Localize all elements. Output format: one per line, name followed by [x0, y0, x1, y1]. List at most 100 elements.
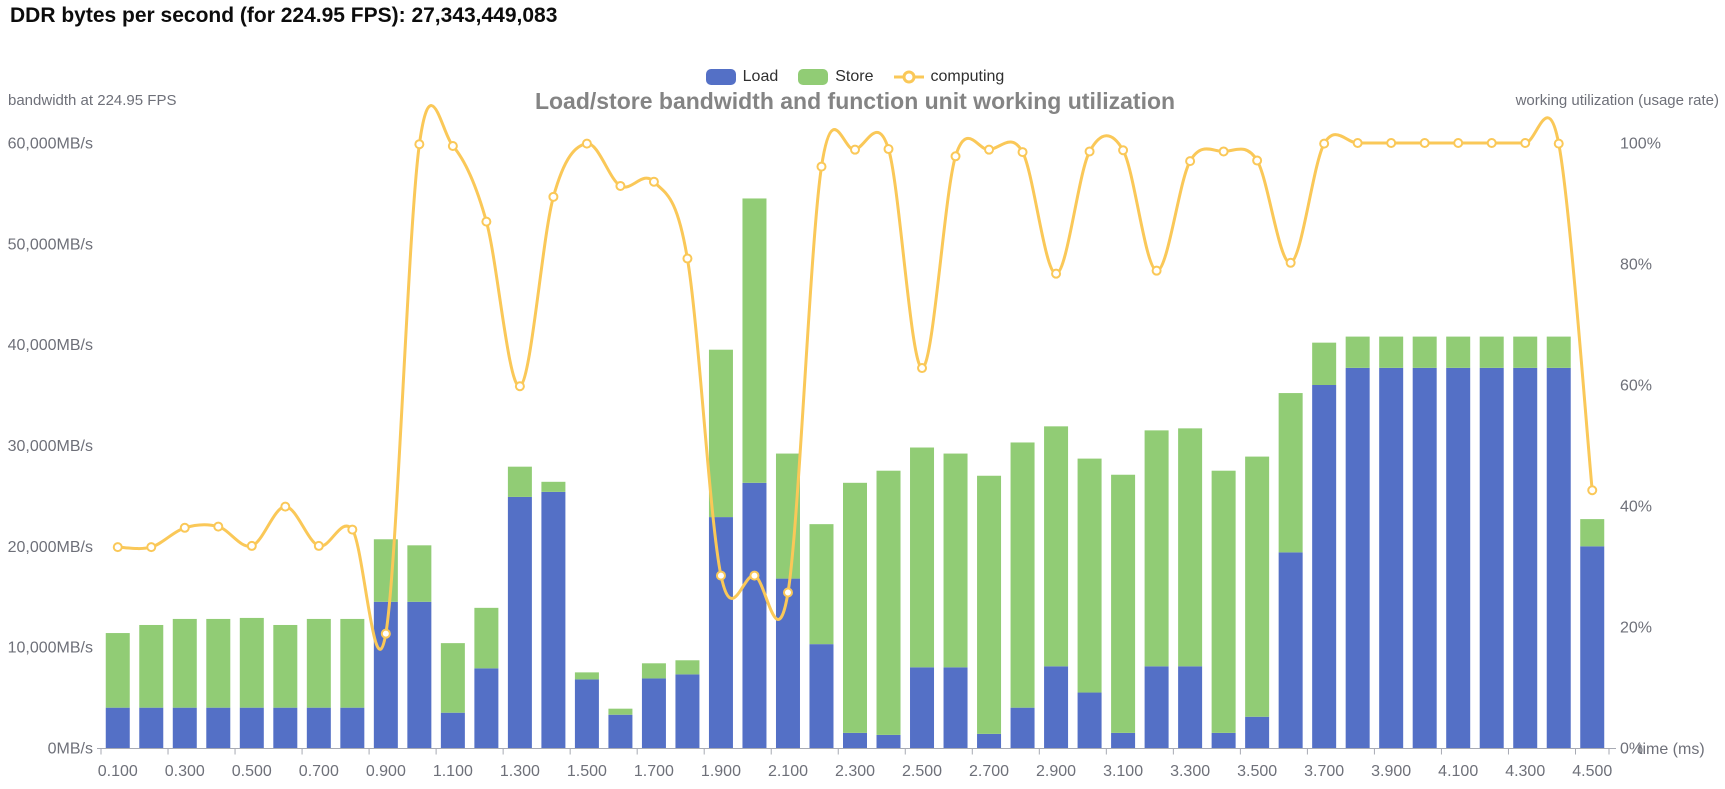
load-bar[interactable]: [1178, 666, 1203, 748]
store-bar[interactable]: [641, 663, 666, 679]
computing-point-marker[interactable]: [414, 139, 425, 150]
load-bar[interactable]: [775, 578, 800, 748]
computing-line[interactable]: [116, 104, 1594, 651]
computing-point-marker[interactable]: [1453, 138, 1464, 148]
load-bar[interactable]: [273, 707, 298, 748]
store-bar[interactable]: [1044, 426, 1069, 667]
computing-point-marker[interactable]: [1252, 155, 1263, 166]
computing-point-marker[interactable]: [548, 191, 559, 202]
store-bar[interactable]: [809, 524, 834, 645]
load-bar[interactable]: [574, 679, 599, 748]
legend-item-load[interactable]: Load: [705, 68, 778, 86]
legend-item-store[interactable]: Store: [798, 68, 874, 86]
load-bar[interactable]: [541, 491, 566, 748]
computing-point-marker[interactable]: [280, 501, 291, 512]
computing-point-marker[interactable]: [1319, 138, 1330, 149]
store-bar[interactable]: [1513, 336, 1538, 368]
computing-point-marker[interactable]: [246, 540, 257, 551]
load-bar[interactable]: [608, 714, 633, 748]
computing-point-marker[interactable]: [1520, 138, 1531, 148]
store-bar[interactable]: [1379, 336, 1404, 368]
computing-point-marker[interactable]: [1419, 138, 1430, 148]
computing-point-marker[interactable]: [112, 542, 123, 553]
store-bar[interactable]: [675, 660, 700, 675]
computing-point-marker[interactable]: [213, 521, 224, 532]
store-bar[interactable]: [1077, 458, 1102, 693]
store-bar[interactable]: [1278, 393, 1303, 553]
load-bar[interactable]: [742, 482, 767, 748]
computing-point-marker[interactable]: [1218, 146, 1229, 157]
store-bar[interactable]: [1111, 474, 1136, 733]
store-bar[interactable]: [1412, 336, 1437, 368]
computing-point-marker[interactable]: [950, 151, 961, 162]
store-bar[interactable]: [440, 643, 465, 713]
store-bar[interactable]: [474, 607, 499, 669]
load-bar[interactable]: [1245, 716, 1270, 748]
computing-point-marker[interactable]: [749, 570, 760, 581]
load-bar[interactable]: [1546, 367, 1571, 748]
load-bar[interactable]: [1345, 367, 1370, 748]
computing-point-marker[interactable]: [1587, 485, 1598, 496]
load-bar[interactable]: [876, 734, 901, 748]
load-bar[interactable]: [1278, 552, 1303, 748]
computing-point-marker[interactable]: [1051, 268, 1062, 279]
store-bar[interactable]: [1479, 336, 1504, 368]
store-bar[interactable]: [541, 481, 566, 492]
load-bar[interactable]: [708, 517, 733, 748]
load-bar[interactable]: [105, 707, 130, 748]
computing-point-marker[interactable]: [447, 141, 458, 152]
legend-item-computing[interactable]: computing: [893, 68, 1004, 86]
load-bar[interactable]: [1144, 666, 1169, 748]
load-bar[interactable]: [1211, 732, 1236, 748]
load-bar[interactable]: [407, 601, 432, 748]
store-bar[interactable]: [105, 633, 130, 708]
computing-point-marker[interactable]: [682, 253, 693, 264]
load-bar[interactable]: [1111, 732, 1136, 748]
computing-point-marker[interactable]: [380, 628, 391, 639]
computing-point-marker[interactable]: [179, 522, 190, 533]
load-bar[interactable]: [139, 707, 164, 748]
store-bar[interactable]: [306, 618, 331, 708]
store-bar[interactable]: [977, 475, 1002, 734]
computing-point-marker[interactable]: [1118, 145, 1129, 156]
computing-point-marker[interactable]: [1285, 257, 1296, 268]
load-bar[interactable]: [641, 678, 666, 748]
computing-point-marker[interactable]: [1151, 265, 1162, 276]
load-bar[interactable]: [1312, 385, 1337, 748]
load-bar[interactable]: [809, 644, 834, 748]
computing-point-marker[interactable]: [1185, 156, 1196, 167]
load-bar[interactable]: [440, 712, 465, 748]
load-bar[interactable]: [1446, 367, 1471, 748]
store-bar[interactable]: [1546, 336, 1571, 368]
load-bar[interactable]: [474, 668, 499, 748]
store-bar[interactable]: [139, 624, 164, 708]
store-bar[interactable]: [1010, 442, 1035, 708]
load-bar[interactable]: [1010, 707, 1035, 748]
store-bar[interactable]: [340, 618, 365, 708]
load-bar[interactable]: [1044, 666, 1069, 748]
computing-point-marker[interactable]: [1553, 138, 1564, 149]
computing-point-marker[interactable]: [146, 542, 157, 553]
computing-point-marker[interactable]: [481, 216, 492, 227]
computing-point-marker[interactable]: [1486, 138, 1497, 148]
store-bar[interactable]: [943, 453, 968, 668]
computing-point-marker[interactable]: [347, 524, 358, 535]
load-bar[interactable]: [306, 707, 331, 748]
store-bar[interactable]: [407, 545, 432, 602]
store-bar[interactable]: [172, 618, 197, 708]
computing-point-marker[interactable]: [1352, 138, 1363, 148]
computing-point-marker[interactable]: [1017, 147, 1028, 158]
load-bar[interactable]: [675, 674, 700, 748]
store-bar[interactable]: [1144, 430, 1169, 667]
load-bar[interactable]: [1479, 367, 1504, 748]
computing-point-marker[interactable]: [1084, 146, 1095, 157]
computing-point-marker[interactable]: [782, 587, 793, 598]
load-bar[interactable]: [172, 707, 197, 748]
store-bar[interactable]: [876, 470, 901, 735]
store-bar[interactable]: [910, 447, 935, 668]
load-bar[interactable]: [977, 733, 1002, 748]
load-bar[interactable]: [1580, 546, 1605, 748]
computing-point-marker[interactable]: [648, 176, 659, 187]
load-bar[interactable]: [239, 707, 264, 748]
store-bar[interactable]: [1312, 342, 1337, 385]
